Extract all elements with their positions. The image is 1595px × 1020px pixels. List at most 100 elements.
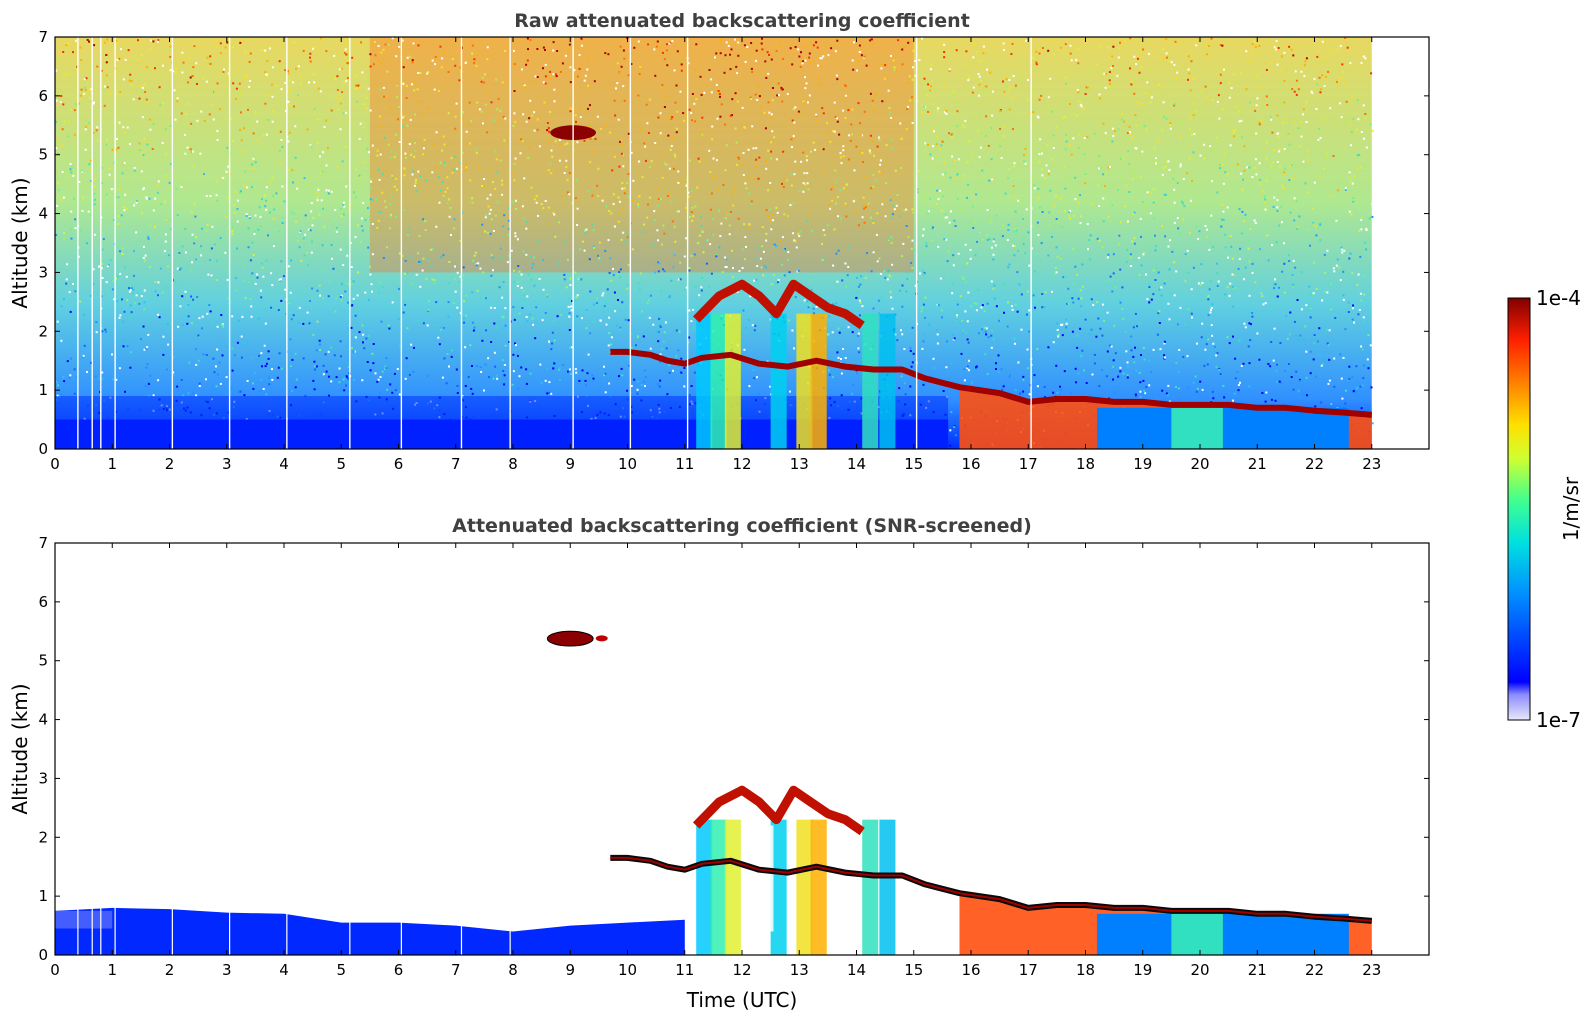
colorbar-gradient — [1507, 297, 1531, 721]
x-tick-label: 20 — [1190, 961, 1209, 979]
colorbar-unit-label: 1/m/sr — [1559, 476, 1583, 541]
x-tick-label: 4 — [279, 455, 289, 473]
screened-gap — [753, 825, 774, 932]
x-tick-label: 11 — [675, 961, 694, 979]
panel-raw-ylabel: Altitude (km) — [8, 177, 32, 308]
x-tick-label: 12 — [732, 455, 751, 473]
boundary-layer — [55, 907, 685, 955]
panel-raw-title: Raw attenuated backscattering coefficien… — [514, 10, 970, 32]
deck-lower-cyan — [1171, 913, 1223, 955]
x-tick-label: 23 — [1362, 961, 1381, 979]
x-tick-label: 12 — [732, 961, 751, 979]
x-tick-label: 8 — [508, 961, 518, 979]
x-tick-label: 21 — [1248, 455, 1267, 473]
convective-plume — [770, 819, 787, 955]
panel-screened-y-axis: 0 1 2 3 4 5 6 7 — [38, 534, 1429, 964]
colorbar: 1e-4 1e-7 1/m/sr — [1507, 286, 1583, 732]
panel-raw: Raw attenuated backscattering coefficien… — [8, 10, 1430, 473]
panel-raw-plot-area — [55, 37, 1374, 449]
x-tick-label: 6 — [394, 455, 404, 473]
x-tick-label: 0 — [50, 961, 60, 979]
x-tick-label: 6 — [394, 961, 404, 979]
convective-plume — [879, 313, 896, 449]
y-tick-label: 2 — [38, 322, 48, 340]
x-tick-label: 5 — [336, 455, 346, 473]
convective-plume — [696, 819, 713, 955]
y-tick-label: 7 — [38, 534, 48, 552]
convective-plume — [710, 819, 727, 955]
cloud-base-line — [610, 348, 1373, 418]
panel-screened-x-axis: 0 1 2 3 4 5 6 7 8 9 10 11 12 13 14 15 16 17 18 19 20 21 22 23 — [50, 543, 1381, 979]
y-tick-label: 3 — [38, 769, 48, 787]
x-tick-label: 2 — [165, 961, 175, 979]
y-tick-label: 5 — [38, 652, 48, 670]
panel-screened: Attenuated backscattering coefficient (S… — [8, 515, 1430, 1012]
x-tick-label: 16 — [961, 455, 980, 473]
x-tick-label: 17 — [1019, 961, 1038, 979]
x-tick-label: 0 — [50, 455, 60, 473]
panel-raw-y-axis: 0 1 2 3 4 5 6 7 — [38, 28, 1429, 458]
convective-plume — [879, 819, 896, 955]
panel-screened-plot-area — [55, 630, 1373, 955]
noise-warm-region — [369, 37, 914, 273]
convective-plume — [696, 313, 713, 449]
panel-raw-x-axis: 0 1 2 3 4 5 6 7 8 9 10 11 12 13 14 15 16 17 18 19 20 21 22 23 — [50, 37, 1381, 473]
x-tick-label: 15 — [904, 961, 923, 979]
elevated-aerosol-fragment — [595, 635, 608, 642]
x-tick-label: 10 — [618, 455, 637, 473]
deck-lower-cyan — [1171, 407, 1223, 449]
panel-screened-title: Attenuated backscattering coefficient (S… — [452, 515, 1032, 537]
x-tick-label: 10 — [618, 961, 637, 979]
x-tick-label: 14 — [847, 961, 866, 979]
x-tick-label: 5 — [336, 961, 346, 979]
y-tick-label: 6 — [38, 593, 48, 611]
x-tick-label: 14 — [847, 455, 866, 473]
panel-screened-xlabel: Time (UTC) — [686, 988, 798, 1012]
screened-gap — [908, 884, 943, 908]
x-tick-label: 16 — [961, 961, 980, 979]
y-tick-label: 2 — [38, 828, 48, 846]
x-tick-label: 3 — [222, 455, 232, 473]
x-tick-label: 22 — [1305, 961, 1324, 979]
x-tick-label: 20 — [1190, 455, 1209, 473]
colorbar-min-label: 1e-7 — [1536, 708, 1581, 732]
x-tick-label: 9 — [565, 455, 575, 473]
x-tick-label: 22 — [1305, 455, 1324, 473]
x-tick-label: 23 — [1362, 455, 1381, 473]
y-tick-label: 4 — [38, 711, 48, 729]
convective-plume — [796, 819, 813, 955]
y-tick-label: 5 — [38, 146, 48, 164]
x-tick-label: 1 — [107, 961, 117, 979]
elevated-aerosol-layer — [546, 630, 594, 647]
convective-plume — [810, 819, 827, 955]
x-tick-label: 13 — [790, 455, 809, 473]
x-tick-label: 11 — [675, 455, 694, 473]
panel-screened-ylabel: Altitude (km) — [8, 683, 32, 814]
x-tick-label: 1 — [107, 455, 117, 473]
y-tick-label: 4 — [38, 205, 48, 223]
convective-plume — [710, 313, 727, 449]
y-tick-label: 6 — [38, 87, 48, 105]
convective-plume — [724, 819, 741, 955]
x-tick-label: 2 — [165, 455, 175, 473]
x-tick-label: 9 — [565, 961, 575, 979]
x-tick-label: 7 — [451, 961, 461, 979]
cloud-top-line — [692, 279, 865, 330]
convective-plume — [862, 313, 879, 449]
cloud-top-line — [692, 785, 865, 836]
x-tick-label: 17 — [1019, 455, 1038, 473]
x-tick-label: 7 — [451, 455, 461, 473]
y-tick-label: 1 — [38, 887, 48, 905]
x-tick-label: 3 — [222, 961, 232, 979]
convective-plume — [810, 313, 827, 449]
convective-plume — [796, 313, 813, 449]
colorbar-max-label: 1e-4 — [1536, 286, 1581, 310]
convective-plume — [862, 819, 879, 955]
x-tick-label: 19 — [1133, 455, 1152, 473]
convective-plume — [724, 313, 741, 449]
y-tick-label: 3 — [38, 263, 48, 281]
x-tick-label: 13 — [790, 961, 809, 979]
y-tick-label: 0 — [38, 946, 48, 964]
y-tick-label: 1 — [38, 381, 48, 399]
